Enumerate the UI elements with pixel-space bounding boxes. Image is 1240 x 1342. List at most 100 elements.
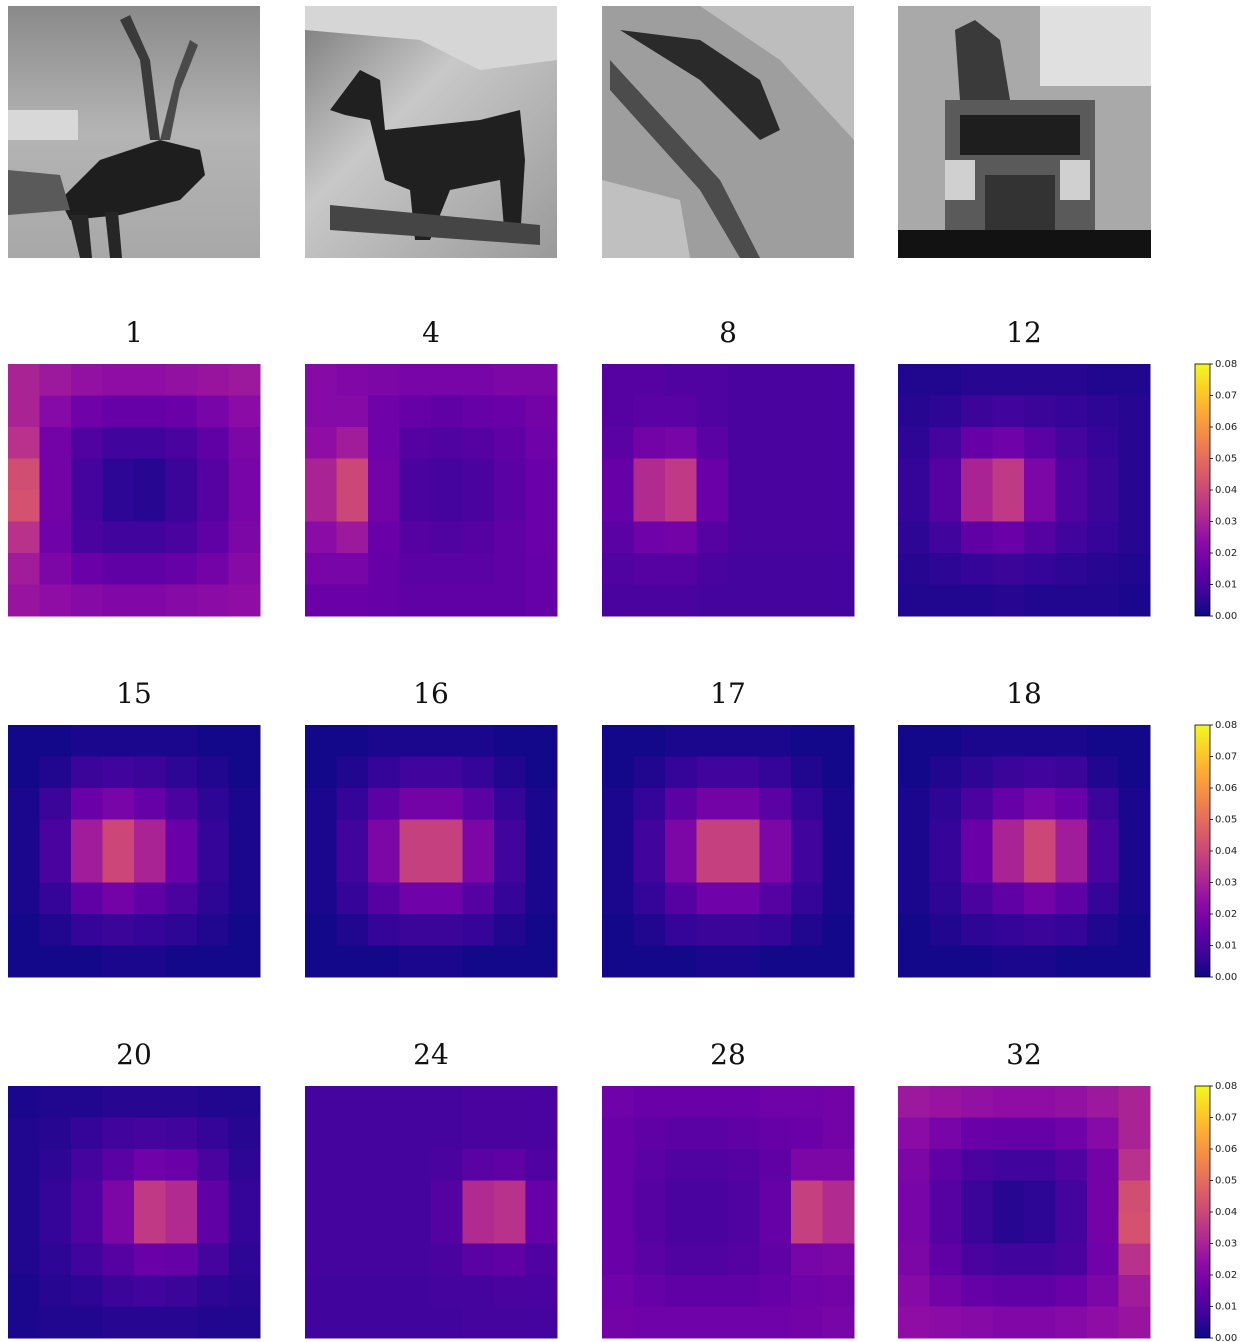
heatmap-cell	[431, 364, 463, 396]
heatmap-cell	[134, 914, 166, 946]
heatmap-cell	[993, 883, 1025, 915]
panel-title: 1	[125, 316, 143, 349]
heatmap-cell	[166, 1212, 198, 1244]
heatmap-cell	[494, 1181, 526, 1213]
heatmap-cell	[1119, 553, 1151, 585]
heatmap-cell	[602, 585, 634, 617]
heatmap-cell	[728, 1275, 760, 1307]
heatmap-cell	[368, 1086, 400, 1118]
heatmap-cell	[463, 1118, 495, 1150]
heatmap-cell	[305, 553, 337, 585]
heatmap-cell	[697, 1244, 729, 1276]
heatmap-cell	[463, 883, 495, 915]
heatmap-cell	[1087, 788, 1119, 820]
heatmap-cell	[760, 725, 792, 757]
heatmap-cell	[197, 883, 229, 915]
heatmap-cell	[634, 1086, 666, 1118]
heatmap-cell	[229, 522, 261, 554]
heatmap-cell	[898, 725, 930, 757]
heatmap-cell	[602, 725, 634, 757]
heatmap-cell	[337, 1086, 369, 1118]
heatmap-cell	[791, 1149, 823, 1181]
heatmap-cell	[634, 1275, 666, 1307]
heatmap-cell	[197, 522, 229, 554]
heatmap-cell	[961, 1181, 993, 1213]
heatmap-cell	[463, 459, 495, 491]
heatmap-cell	[337, 396, 369, 428]
heatmap-cell	[229, 553, 261, 585]
colorbar-tick-label: 0.04	[1215, 485, 1237, 496]
heatmap-cell	[526, 851, 558, 883]
panel-title: 24	[413, 1038, 449, 1071]
heatmap-cell	[8, 946, 40, 978]
heatmap-cell	[993, 788, 1025, 820]
panel-title: 18	[1006, 677, 1042, 710]
heatmap-cell	[134, 553, 166, 585]
heatmap-cell	[197, 1181, 229, 1213]
heatmap-cell	[728, 914, 760, 946]
heatmap-cell	[1056, 1244, 1088, 1276]
heatmap-cell	[602, 851, 634, 883]
heatmap-cell	[71, 1181, 103, 1213]
heatmap-cell	[697, 788, 729, 820]
heatmap-cell	[823, 914, 855, 946]
heatmap-cell	[368, 1275, 400, 1307]
heatmap-cell	[961, 1086, 993, 1118]
heatmap-cell	[431, 757, 463, 789]
heatmap-cell	[337, 1244, 369, 1276]
heatmap-cell	[134, 585, 166, 617]
heatmap-cell	[400, 851, 432, 883]
heatmap-cell	[665, 1244, 697, 1276]
heatmap-cell	[993, 851, 1025, 883]
heatmap-cell	[665, 427, 697, 459]
heatmap-cell	[463, 757, 495, 789]
colorbar-tick-label: 0.07	[1215, 1113, 1237, 1124]
heatmap-cell	[166, 1149, 198, 1181]
heatmap-cell	[665, 522, 697, 554]
heatmap-cell	[166, 1244, 198, 1276]
heatmap-cell	[103, 1307, 135, 1339]
heatmap-cell	[791, 585, 823, 617]
heatmap-cell	[1119, 1181, 1151, 1213]
heatmap-cell	[494, 459, 526, 491]
heatmap-cell	[337, 553, 369, 585]
colorbar-tick-label: 0.00	[1215, 1333, 1237, 1342]
heatmap-cell	[728, 427, 760, 459]
heatmap-cell	[431, 553, 463, 585]
heatmap-cell	[166, 946, 198, 978]
heatmap-cell	[103, 459, 135, 491]
heatmap-cell	[634, 788, 666, 820]
heatmap-cell	[961, 914, 993, 946]
heatmap-cell	[166, 396, 198, 428]
heatmap-cell	[1119, 883, 1151, 915]
heatmap-cell	[728, 883, 760, 915]
heatmap-cell	[898, 459, 930, 491]
heatmap-cell	[526, 490, 558, 522]
heatmap-cell	[697, 585, 729, 617]
heatmap-cell	[760, 946, 792, 978]
heatmap-cell	[898, 1212, 930, 1244]
heatmap-cell	[634, 1307, 666, 1339]
heatmap-cell	[494, 851, 526, 883]
heatmap-cell	[337, 820, 369, 852]
heatmap-cell	[634, 1181, 666, 1213]
heatmap-cell	[305, 459, 337, 491]
heatmap-cell	[665, 820, 697, 852]
heatmap-cell	[71, 883, 103, 915]
heatmap-cell	[930, 490, 962, 522]
heatmap-cell	[8, 1275, 40, 1307]
heatmap-cell	[634, 1118, 666, 1150]
heatmap-cell	[1024, 427, 1056, 459]
heatmap-cell	[166, 364, 198, 396]
heatmap-cell	[40, 1181, 72, 1213]
heatmap-cell	[337, 914, 369, 946]
heatmap	[8, 364, 261, 617]
heatmap-cell	[1087, 1307, 1119, 1339]
heatmap-cell	[463, 553, 495, 585]
heatmap-cell	[40, 1275, 72, 1307]
heatmap-cell	[463, 725, 495, 757]
heatmap-cell	[930, 1181, 962, 1213]
heatmap-cell	[728, 553, 760, 585]
heatmap-cell	[103, 364, 135, 396]
heatmap-cell	[431, 585, 463, 617]
